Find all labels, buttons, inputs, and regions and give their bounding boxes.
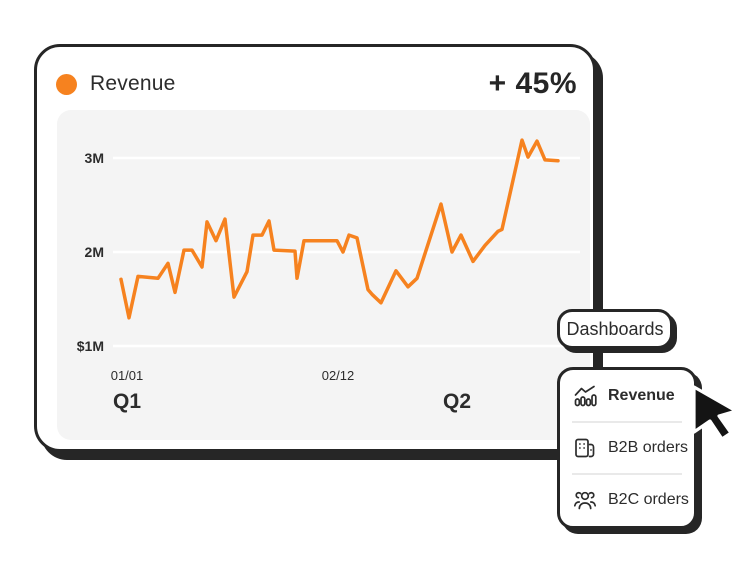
pointer-cursor-icon (692, 385, 738, 441)
revenue-dot-icon (56, 73, 77, 95)
svg-text:3M: 3M (85, 150, 104, 166)
card-title: Revenue (90, 72, 176, 95)
svg-text:$1M: $1M (77, 338, 104, 354)
svg-text:2M: 2M (85, 244, 104, 260)
menu-item-label: Revenue (608, 387, 675, 404)
menu-item-revenue[interactable]: Revenue (560, 371, 694, 421)
svg-text:Q2: Q2 (443, 390, 471, 413)
menu-item-label: B2C orders (608, 491, 689, 508)
card-header: Revenue + 45% (37, 47, 593, 101)
dashboards-button[interactable]: Dashboards (557, 309, 673, 349)
delta-badge: + 45% (488, 67, 577, 100)
dashboards-button-label: Dashboards (566, 318, 664, 339)
menu-item-b2b-orders[interactable]: B2B orders (560, 423, 694, 473)
menu-divider (572, 421, 682, 423)
people-group-icon (573, 488, 597, 512)
chart-panel: 3M 2M $1M 01/01 02/12 Q1 Q2 (57, 110, 590, 440)
menu-item-b2c-orders[interactable]: B2C orders (560, 475, 694, 525)
revenue-chart-svg: 3M 2M $1M 01/01 02/12 Q1 Q2 (77, 138, 580, 413)
menu-divider (572, 473, 682, 475)
svg-text:Q1: Q1 (113, 390, 141, 413)
bar-chart-trend-icon (573, 384, 597, 408)
svg-text:01/01: 01/01 (111, 368, 144, 383)
building-icon (573, 436, 597, 460)
dashboards-menu: Revenue B2B orders (557, 367, 697, 529)
menu-item-label: B2B orders (608, 439, 689, 456)
revenue-card: Revenue + 45% 3M 2M $1M 01/01 02/12 Q1 Q2 (34, 44, 596, 452)
svg-text:02/12: 02/12 (322, 368, 355, 383)
